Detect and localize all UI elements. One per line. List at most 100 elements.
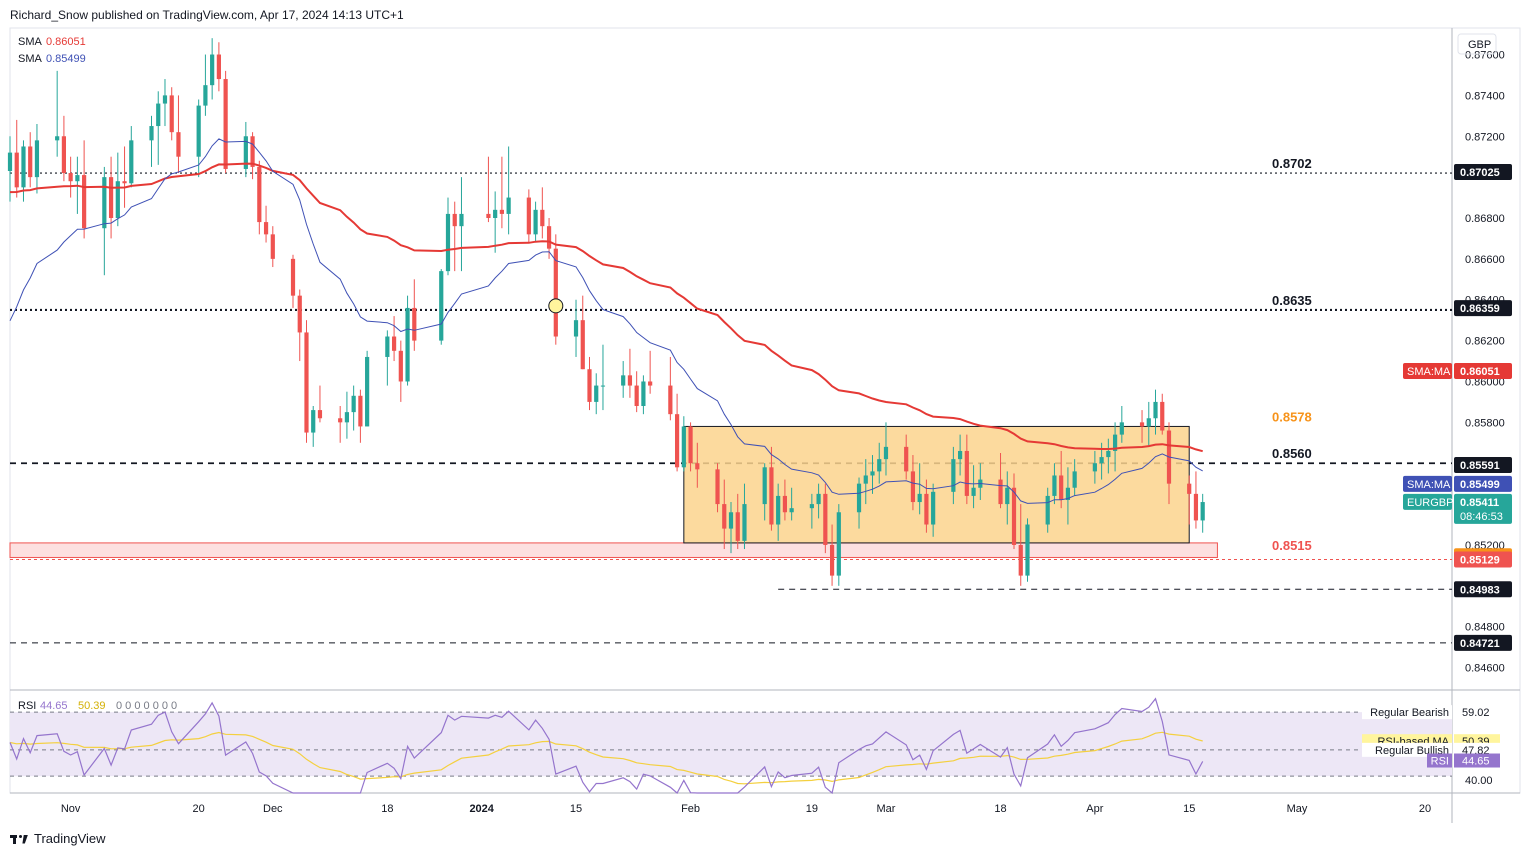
- candle-body: [459, 213, 464, 227]
- candle-2023-11-16: [169, 87, 174, 141]
- price-label-box-2: [1454, 363, 1512, 380]
- currency-button[interactable]: [1457, 33, 1497, 55]
- candle-2024-03-06: [917, 463, 922, 515]
- candle-body: [297, 295, 302, 333]
- candle-2023-11-27: [243, 121, 248, 178]
- candle-body: [1099, 457, 1104, 464]
- candle-2024-03-25: [1045, 487, 1050, 533]
- price-label-box-3: [1454, 457, 1512, 474]
- candle-2024-03-04: [904, 434, 909, 480]
- candle-2023-12-06: [304, 320, 309, 443]
- candle-body: [526, 197, 531, 235]
- candle-body: [257, 166, 262, 223]
- candle-2023-11-20: [196, 99, 201, 178]
- candle-body: [243, 136, 248, 169]
- candle-2023-10-31: [61, 115, 67, 182]
- candle-body: [762, 467, 767, 505]
- candle-body: [856, 483, 862, 513]
- candle-body: [499, 209, 504, 214]
- candle-2024-01-08: [526, 189, 531, 243]
- candle-body: [82, 175, 87, 229]
- time-tick-13: 20: [1419, 803, 1431, 815]
- price-label-box-4: [1454, 475, 1512, 492]
- candle-body: [641, 381, 646, 406]
- candle-2023-12-08: [317, 385, 323, 423]
- candle-2024-02-07: [728, 502, 734, 554]
- rsi-value-box-3: [1454, 753, 1500, 768]
- candle-2024-01-18: [594, 373, 599, 415]
- candle-2024-02-06: [722, 479, 727, 550]
- time-tick-0: Nov: [61, 803, 81, 815]
- candle-body: [1018, 544, 1023, 576]
- candle-body: [668, 385, 673, 415]
- event-marker-icon[interactable]: [548, 298, 564, 314]
- candle-2023-10-24: [14, 119, 19, 198]
- currency-label: GBP: [1468, 39, 1491, 51]
- candle-2024-03-21: [1018, 504, 1023, 586]
- candle-2023-11-29: [257, 160, 262, 235]
- candle-body: [68, 173, 73, 182]
- candle-body: [412, 307, 417, 341]
- candle-2023-12-01: [270, 226, 275, 268]
- price-label-0: 0.87025: [1460, 167, 1500, 179]
- candle-body: [1072, 471, 1077, 488]
- sma-200-line: [9, 162, 1203, 453]
- candle-2023-12-14: [358, 389, 363, 443]
- candle-2024-01-23: [627, 348, 633, 398]
- price-tag-4: SMA:MA: [1407, 479, 1451, 491]
- candle-body: [1052, 475, 1057, 496]
- candle-body: [829, 544, 835, 576]
- candle-2024-02-21: [823, 483, 828, 554]
- candle-body: [203, 85, 208, 106]
- rsi-partial-tick: 40.00: [1465, 775, 1493, 787]
- candle-2024-03-27: [1059, 450, 1064, 509]
- candle-2023-11-30: [263, 205, 269, 243]
- candle-body: [580, 320, 585, 370]
- candle-body: [735, 512, 740, 541]
- candle-2024-02-19: [809, 493, 814, 529]
- sma-50-line: [9, 138, 1203, 504]
- candle-2024-02-08: [735, 493, 740, 550]
- candle-body: [776, 495, 781, 525]
- candle-2024-04-04: [1112, 422, 1118, 472]
- candle-2024-01-19: [600, 344, 606, 411]
- price-label-box-0: [1454, 164, 1512, 181]
- rsi-value-box-2: [1454, 742, 1500, 757]
- candle-body: [210, 54, 215, 86]
- support-zone: [9, 542, 1218, 558]
- candle-2024-01-22: [621, 361, 626, 398]
- candle-body: [365, 356, 370, 427]
- candle-2024-01-17: [587, 356, 592, 411]
- candle-body: [223, 79, 228, 169]
- candle-body: [1193, 493, 1199, 521]
- candle-2024-03-18: [998, 453, 1003, 509]
- candle-body: [870, 471, 875, 476]
- candle-body: [385, 336, 390, 357]
- time-tick-4: 2024: [469, 803, 494, 815]
- candle-2024-02-29: [877, 442, 882, 484]
- candle-2023-12-13: [351, 385, 356, 431]
- candle-2023-12-28: [452, 201, 457, 272]
- candle-body: [904, 446, 909, 472]
- candle-body: [196, 105, 201, 157]
- price-label-box-5: [1454, 493, 1512, 524]
- time-tick-2: Dec: [263, 803, 283, 815]
- rsi-value-box-0: [1454, 705, 1500, 720]
- candle-2024-03-14: [971, 465, 976, 509]
- candle-2024-01-24: [634, 371, 639, 413]
- candle-2024-02-15: [782, 479, 788, 521]
- candle-body: [506, 197, 511, 214]
- candle-2024-03-11: [951, 446, 956, 505]
- candle-body: [533, 209, 538, 235]
- price-tick-11: 0.84600: [1465, 663, 1505, 675]
- candle-body: [1059, 475, 1064, 500]
- rsi-line: [9, 697, 1204, 795]
- price-tag-2: SMA:MA: [1407, 366, 1451, 378]
- candle-body: [156, 103, 161, 127]
- candle-body: [452, 213, 457, 227]
- candle-2024-01-12: [553, 234, 558, 345]
- rsi-label-3: RSI: [1431, 756, 1449, 768]
- candle-body: [728, 512, 734, 529]
- candle-2024-04-03: [1106, 438, 1111, 474]
